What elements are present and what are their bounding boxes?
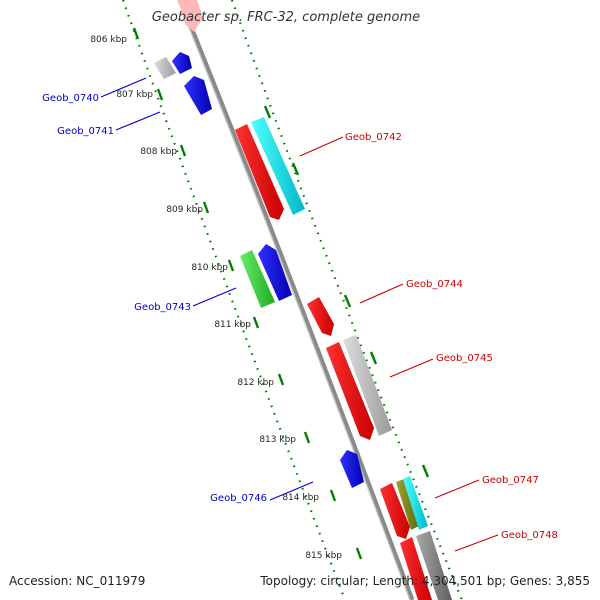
scale-tick [303,431,311,444]
gene-label-geob-0744[interactable]: Geob_0744 [406,279,463,290]
gene-label-geob-0747[interactable]: Geob_0747 [482,475,539,486]
gene-labels: Geob_0740 Geob_0741 Geob_0743 Geob_0746 … [42,93,558,541]
accession-text: Accession: NC_011979 [9,574,146,588]
leader-lines [100,77,499,552]
gene-feature[interactable] [240,250,275,308]
scale-label-807: 807 kbp [116,90,153,100]
gene-feature[interactable] [154,57,176,79]
scale-tick [329,489,337,502]
leader-line [454,534,499,552]
gene-feature[interactable] [396,479,419,530]
guide-track-outer-left [121,0,347,600]
gene-label-geob-0743[interactable]: Geob_0743 [134,302,191,313]
gene-feature[interactable] [340,450,364,488]
gene-features [154,0,452,600]
scale-tick [263,105,272,119]
scale-label-814: 814 kbp [282,493,319,503]
scale-tick [252,316,260,329]
scale-labels: 806 kbp 807 kbp 808 kbp 809 kbp 810 kbp … [90,35,342,561]
leader-line [115,111,161,131]
leader-line [389,358,434,378]
gene-feature[interactable] [343,335,392,436]
scale-label-810: 810 kbp [191,263,228,273]
genome-backbone-highlight [177,0,411,600]
scale-tick [369,351,378,365]
gene-label-geob-0742[interactable]: Geob_0742 [345,132,402,143]
gene-feature[interactable] [235,124,284,220]
gene-label-geob-0746[interactable]: Geob_0746 [210,493,267,504]
map-title: Geobacter sp. FRC-32, complete genome [151,10,421,25]
gene-label-geob-0748[interactable]: Geob_0748 [501,530,558,541]
scale-label-809: 809 kbp [166,205,203,215]
gene-feature[interactable] [400,537,432,600]
scale-tick [156,88,164,101]
scale-label-806: 806 kbp [90,35,127,45]
scale-label-812: 812 kbp [237,378,274,388]
gene-feature[interactable] [172,52,192,74]
gene-label-geob-0740[interactable]: Geob_0740 [42,93,99,104]
scale-tick [355,547,363,560]
scale-tick [421,464,430,478]
genome-backbone [177,0,415,600]
scale-major-ticks [132,27,430,560]
leader-line [434,479,480,499]
scale-tick [291,162,300,176]
gene-feature[interactable] [403,476,428,530]
scale-tick [132,27,140,40]
leader-line [100,77,147,98]
leader-line [192,287,237,307]
gene-feature[interactable] [251,117,305,215]
gene-feature[interactable] [307,297,334,336]
topology-text: Topology: circular; Length: 4,304,501 bp… [260,574,590,588]
gene-label-geob-0741[interactable]: Geob_0741 [57,126,114,137]
scale-label-813: 813 kbp [259,435,296,445]
scale-label-815: 815 kbp [305,551,342,561]
scale-tick [202,201,210,214]
leader-line [299,136,344,157]
gene-feature[interactable] [380,483,410,539]
leader-line [269,481,314,501]
scale-tick [227,259,235,272]
scale-label-808: 808 kbp [140,147,177,157]
gene-label-geob-0745[interactable]: Geob_0745 [436,353,493,364]
gene-feature[interactable] [258,244,292,301]
gene-feature[interactable] [184,76,212,115]
scale-label-811: 811 kbp [214,320,251,330]
gene-feature[interactable] [178,0,203,32]
scale-tick [179,144,187,157]
gene-feature[interactable] [326,342,374,440]
gene-feature[interactable] [416,531,452,600]
scale-tick [343,294,352,308]
leader-line [359,283,404,304]
scale-tick [277,373,285,386]
